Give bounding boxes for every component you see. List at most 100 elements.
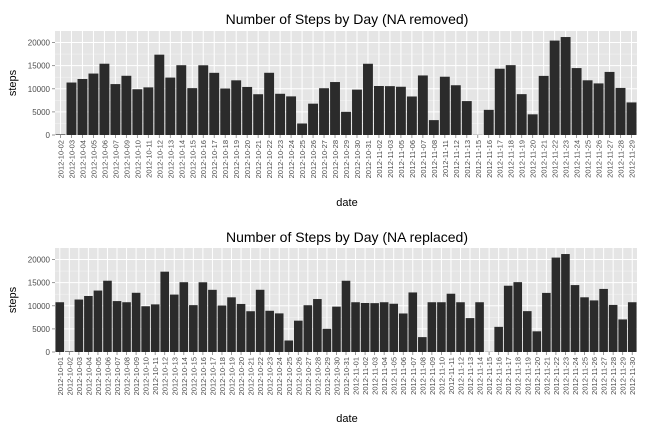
- bar: [483, 109, 494, 135]
- bar: [103, 280, 112, 352]
- bar: [319, 88, 329, 135]
- x-tick-label: 2012-10-01: [56, 357, 65, 395]
- x-tick-label: 2012-11-22: [551, 140, 560, 178]
- y-tick-label: 10000: [28, 85, 51, 94]
- bar: [176, 65, 187, 135]
- x-tick-label: 2012-11-08: [418, 357, 427, 395]
- bar: [332, 306, 341, 352]
- bar: [494, 68, 505, 135]
- bar: [65, 351, 74, 352]
- bar: [494, 326, 503, 352]
- bar: [341, 280, 351, 352]
- y-tick-label: 10000: [28, 302, 51, 311]
- x-tick-label: 2012-10-06: [103, 357, 112, 395]
- x-tick-label: 2012-10-18: [221, 140, 230, 178]
- x-tick-label: 2012-10-22: [256, 357, 265, 395]
- bar: [615, 87, 626, 135]
- x-tick-label: 2012-11-21: [540, 140, 549, 178]
- x-tick-label: 2012-11-01: [352, 357, 361, 395]
- x-tick-label: 2012-10-16: [199, 357, 208, 395]
- x-tick-label: 2012-10-13: [170, 357, 179, 395]
- bar: [274, 313, 284, 352]
- bar: [427, 302, 437, 352]
- bar: [121, 75, 132, 135]
- x-tick-label: 2012-11-24: [571, 357, 580, 395]
- bar: [227, 297, 236, 352]
- bar: [465, 318, 475, 352]
- x-tick-label: 2012-11-27: [600, 357, 609, 395]
- bar: [189, 305, 198, 352]
- bar: [294, 320, 303, 352]
- bar: [112, 301, 122, 352]
- x-tick-label: 2012-11-11: [441, 140, 450, 177]
- bar: [220, 88, 231, 135]
- bar: [456, 302, 465, 352]
- x-tick-label: 2012-11-02: [375, 140, 384, 178]
- bar: [55, 134, 66, 135]
- x-tick-label: 2012-11-12: [452, 140, 461, 178]
- chart-title: Number of Steps by Day (NA replaced): [226, 229, 468, 245]
- bar: [527, 114, 538, 135]
- x-tick-label: 2012-11-19: [518, 140, 527, 178]
- x-tick-label: 2012-10-18: [218, 357, 227, 395]
- bar: [532, 331, 542, 352]
- y-tick-label: 15000: [28, 279, 51, 288]
- x-tick-label: 2012-10-19: [232, 140, 241, 178]
- x-axis-label: date: [336, 413, 357, 425]
- bar: [417, 75, 428, 135]
- x-tick-label: 2012-11-17: [504, 357, 513, 395]
- y-tick-label: 20000: [28, 39, 51, 48]
- x-tick-label: 2012-10-26: [309, 140, 318, 178]
- bar: [84, 295, 93, 352]
- bar: [187, 88, 198, 135]
- bar: [360, 303, 370, 352]
- x-tick-label: 2012-11-30: [628, 357, 637, 395]
- bar: [99, 63, 110, 135]
- x-tick-label: 2012-10-11: [151, 357, 160, 395]
- x-tick-label: 2012-10-28: [331, 140, 340, 178]
- x-tick-label: 2012-10-14: [180, 357, 189, 395]
- x-tick-label: 2012-10-17: [210, 140, 219, 178]
- x-tick-label: 2012-11-25: [584, 140, 593, 178]
- x-tick-label: 2012-11-27: [606, 140, 615, 178]
- bar: [352, 89, 362, 135]
- bar: [264, 72, 275, 135]
- x-tick-label: 2012-10-02: [56, 140, 65, 178]
- x-tick-label: 2012-11-23: [562, 140, 571, 178]
- bar: [141, 306, 150, 352]
- x-tick-label: 2012-10-05: [89, 140, 98, 178]
- x-tick-label: 2012-10-27: [320, 140, 329, 178]
- x-tick-label: 2012-11-28: [617, 140, 626, 178]
- bar: [284, 340, 294, 352]
- bar: [286, 96, 297, 135]
- x-tick-label: 2012-11-23: [561, 357, 570, 395]
- bar: [522, 311, 532, 352]
- x-tick-label: 2012-11-13: [463, 140, 472, 178]
- x-tick-label: 2012-10-10: [142, 357, 151, 395]
- bar: [580, 297, 589, 352]
- x-tick-label: 2012-10-25: [298, 140, 307, 178]
- x-tick-label: 2012-10-23: [266, 357, 275, 395]
- bar: [561, 254, 570, 352]
- bar: [538, 75, 549, 135]
- x-tick-label: 2012-10-15: [188, 140, 197, 178]
- x-tick-label: 2012-10-21: [247, 357, 256, 395]
- bar: [55, 302, 65, 352]
- x-tick-label: 2012-10-21: [254, 140, 263, 178]
- y-axis-label: steps: [7, 286, 19, 313]
- bar: [428, 120, 439, 135]
- x-tick-label: 2012-10-16: [199, 140, 208, 178]
- bar: [209, 72, 220, 135]
- x-tick-label: 2012-11-07: [419, 140, 428, 178]
- x-tick-label: 2012-10-30: [353, 140, 362, 178]
- bar: [169, 294, 179, 352]
- x-tick-label: 2012-11-25: [581, 357, 590, 395]
- bar: [542, 292, 551, 352]
- bar: [122, 302, 131, 352]
- x-tick-label: 2012-11-04: [380, 357, 389, 395]
- bar: [618, 319, 627, 352]
- bar: [599, 288, 608, 352]
- x-tick-label: 2012-10-09: [132, 357, 141, 395]
- x-tick-label: 2012-10-31: [342, 357, 351, 395]
